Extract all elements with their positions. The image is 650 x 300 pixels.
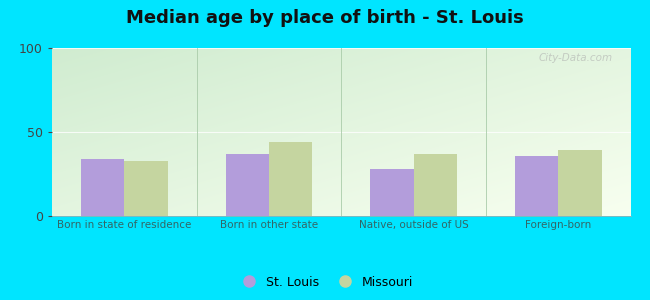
Text: Median age by place of birth - St. Louis: Median age by place of birth - St. Louis (126, 9, 524, 27)
Bar (370, 169, 413, 216)
Bar (81, 159, 124, 216)
Bar (269, 142, 312, 216)
Bar (515, 155, 558, 216)
Legend: St. Louis, Missouri: St. Louis, Missouri (231, 271, 419, 294)
Bar (124, 160, 168, 216)
Bar (413, 154, 457, 216)
Text: City-Data.com: City-Data.com (539, 53, 613, 63)
Bar (558, 151, 601, 216)
Bar (226, 154, 269, 216)
